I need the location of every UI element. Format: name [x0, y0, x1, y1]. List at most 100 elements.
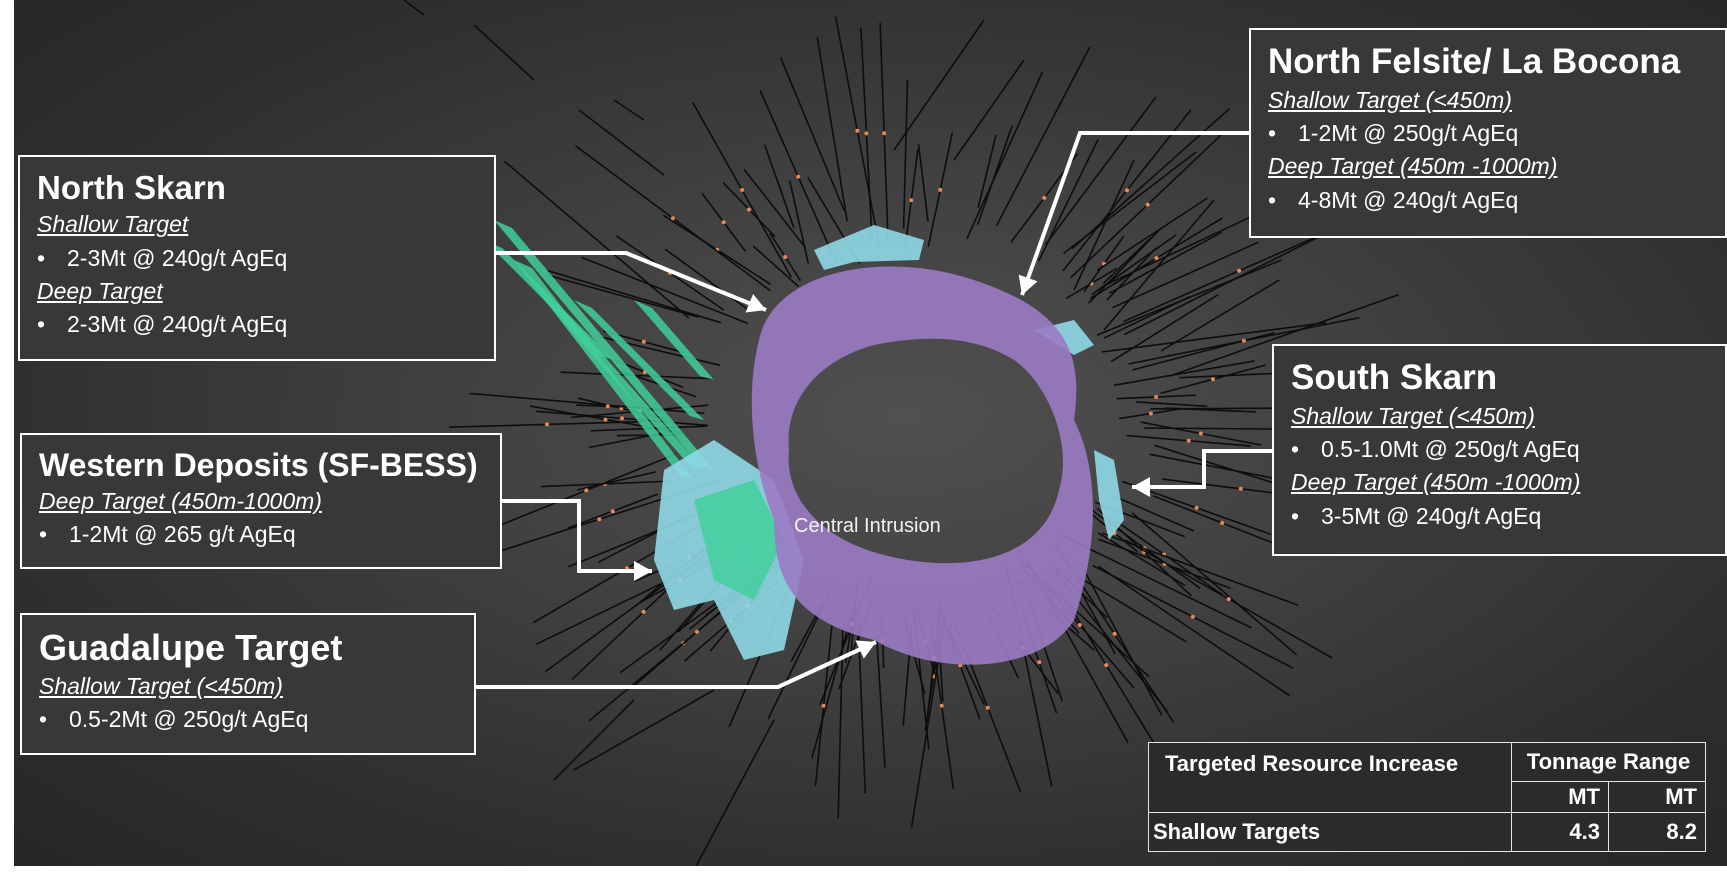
drillhole-trace [664, 248, 752, 313]
assay-marker [796, 174, 801, 179]
assay-marker [1154, 395, 1159, 399]
drillhole-trace [581, 256, 749, 325]
assay-marker [1125, 188, 1129, 193]
assay-marker [584, 488, 589, 493]
callout-title: South Skarn [1291, 358, 1498, 397]
assay-marker [821, 703, 826, 708]
arrow-north-skarn [496, 251, 767, 312]
3d-model-scene [403, 0, 1412, 866]
assay-marker [545, 422, 549, 427]
drillhole-trace [576, 471, 657, 491]
arrow-western-deposits [502, 499, 652, 573]
table-unit-cell: MT [1608, 781, 1706, 813]
target-estimate: 4-8Mt @ 240g/t AgEq [1268, 184, 1709, 217]
arrowhead [634, 561, 652, 581]
drillhole-trace [953, 59, 1025, 161]
assay-marker [641, 339, 646, 344]
assay-marker [1194, 505, 1199, 510]
assay-marker [1145, 202, 1150, 207]
arrow-north-felsite [1020, 131, 1249, 296]
drillhole-trace [1096, 259, 1282, 336]
assay-marker [939, 703, 944, 708]
assay-marker [855, 128, 860, 133]
drillhole-trace [816, 36, 848, 222]
assay-marker [1037, 660, 1042, 665]
assay-marker [1241, 338, 1246, 343]
drillhole-trace [1096, 197, 1208, 271]
drillhole-trace [811, 610, 854, 759]
drillhole-trace [902, 79, 909, 229]
drillhole-trace [1078, 576, 1188, 643]
target-heading: Shallow Target [37, 211, 189, 238]
drillhole-trace [695, 719, 775, 866]
drillhole-trace [1101, 321, 1327, 353]
drillhole-trace [1106, 246, 1158, 301]
central-intrusion-body [751, 266, 1093, 665]
target-heading: Deep Target [37, 277, 163, 304]
drillhole-trace [560, 371, 713, 380]
drillhole-trace [1113, 360, 1255, 387]
assay-marker [641, 609, 646, 614]
target-heading: Deep Target (450m -1000m) [1291, 469, 1581, 496]
drillhole-trace [995, 46, 1091, 227]
assay-marker [610, 509, 615, 514]
assay-marker [1148, 411, 1153, 416]
table-unit-cell: MT [1511, 781, 1609, 813]
table-row: Shallow Targets 4.3 8.2 [1148, 812, 1706, 852]
target-estimate: 2-3Mt @ 240g/t AgEq [37, 242, 478, 275]
drillhole-trace [1073, 159, 1135, 291]
target-estimate: 3-5Mt @ 240g/t AgEq [1291, 500, 1709, 533]
target-estimate: 1-2Mt @ 250g/t AgEq [1268, 117, 1709, 150]
drillhole-trace [966, 71, 1044, 240]
central-intrusion-label: Central Intrusion [794, 515, 941, 537]
target-heading: Shallow Target (<450m) [39, 673, 283, 699]
drillhole-trace [1103, 199, 1215, 331]
drillhole-trace [1135, 401, 1208, 408]
assay-marker [1237, 268, 1242, 273]
drillhole-trace [473, 24, 535, 81]
drillhole-trace [1131, 512, 1298, 656]
drillhole-trace [788, 180, 810, 264]
arrowhead [1018, 274, 1038, 295]
arrowhead [855, 640, 876, 659]
table-cell: 4.3 [1511, 812, 1609, 852]
drillhole-trace [1080, 591, 1116, 655]
assay-marker [740, 188, 745, 192]
assay-marker [985, 705, 990, 710]
skarn-body [484, 240, 614, 360]
table-row-label: Shallow Targets [1148, 812, 1512, 852]
drillhole-trace [763, 144, 795, 229]
callout-arrows [476, 131, 1272, 689]
target-heading: Shallow Target (<450m) [1291, 402, 1535, 429]
assay-marker [1220, 521, 1225, 525]
drillhole-trace [752, 245, 799, 287]
skarn-body [634, 300, 714, 380]
model-view: Central Intrusion North Felsite/ La Boco… [14, 0, 1727, 866]
arrow-guadalupe [476, 640, 877, 689]
drillhole-trace [977, 134, 997, 209]
drillhole-trace [578, 109, 665, 176]
assay-marker [1077, 623, 1082, 627]
assay-marker [694, 629, 699, 634]
drillhole-trace [573, 689, 715, 771]
drillhole-trace [1098, 565, 1291, 697]
assay-marker [909, 198, 914, 203]
assay-marker [603, 417, 608, 422]
assay-marker [1112, 631, 1117, 636]
drillhole-trace [403, 0, 425, 16]
western-deposit-body [694, 480, 784, 600]
drillhole-trace [837, 628, 844, 819]
drillhole-trace [613, 99, 645, 121]
drillhole-trace [553, 699, 635, 781]
drillhole-trace [1083, 570, 1163, 716]
callout-south-skarn: South Skarn Shallow Target (<450m) 0.5-1… [1272, 344, 1727, 556]
table-header-row: Targeted Resource Increase Tonnage Range [1148, 742, 1706, 813]
assay-marker [1104, 663, 1109, 668]
table-cell: 8.2 [1608, 812, 1706, 852]
callout-western-deposits: Western Deposits (SF-BESS) Deep Target (… [20, 433, 502, 569]
arrowhead [745, 293, 766, 313]
assay-marker [783, 255, 788, 259]
assay-marker [1190, 614, 1195, 619]
drillhole-trace [1088, 228, 1162, 304]
drillhole-trace [875, 634, 886, 768]
